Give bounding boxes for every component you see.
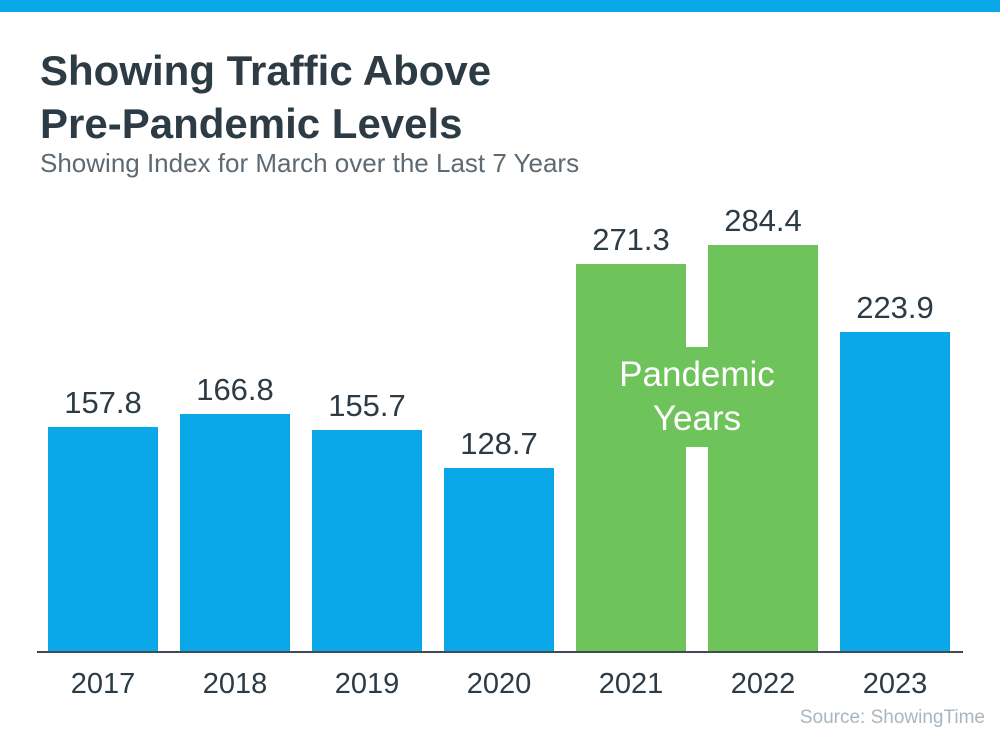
chart-title: Showing Traffic Above Pre-Pandemic Levels [40,44,491,150]
pandemic-years-annotation-line2: Years [652,399,742,438]
x-tick-label-2019: 2019 [334,668,400,700]
pandemic-years-annotation-line1: Pandemic [619,355,775,394]
value-label-2020: 128.7 [460,426,538,461]
bar-2018 [180,414,290,653]
top-accent-bar [0,0,1000,12]
value-label-2019: 155.7 [328,388,406,423]
x-tick-label-2020: 2020 [466,668,532,700]
value-label-2017: 157.8 [64,385,142,420]
value-label-2021: 271.3 [592,222,670,257]
chart-title-line1: Showing Traffic Above [40,47,492,94]
chart-subtitle: Showing Index for March over the Last 7 … [40,148,580,178]
bar-chart: Pandemic Years 157.8 166.8 155.7 128.7 271.3… [37,203,963,653]
bar-2017 [48,427,158,653]
bar-2020 [444,468,554,653]
x-tick-label-2021: 2021 [598,668,664,700]
x-axis-line [37,651,963,653]
bar-2023 [840,332,950,653]
value-label-2018: 166.8 [196,372,274,407]
x-tick-label-2018: 2018 [202,668,268,700]
value-label-2023: 223.9 [856,290,934,325]
x-tick-label-2017: 2017 [70,668,136,700]
value-label-2022: 284.4 [724,203,802,238]
chart-title-line2: Pre-Pandemic Levels [40,100,463,147]
x-tick-label-2023: 2023 [862,668,928,700]
bar-2022 [708,245,818,653]
bar-2021 [576,264,686,653]
source-attribution: Source: ShowingTime [799,707,985,728]
bar-2019 [312,430,422,653]
x-tick-label-2022: 2022 [730,668,796,700]
pandemic-years-annotation: Pandemic Years [576,347,818,447]
